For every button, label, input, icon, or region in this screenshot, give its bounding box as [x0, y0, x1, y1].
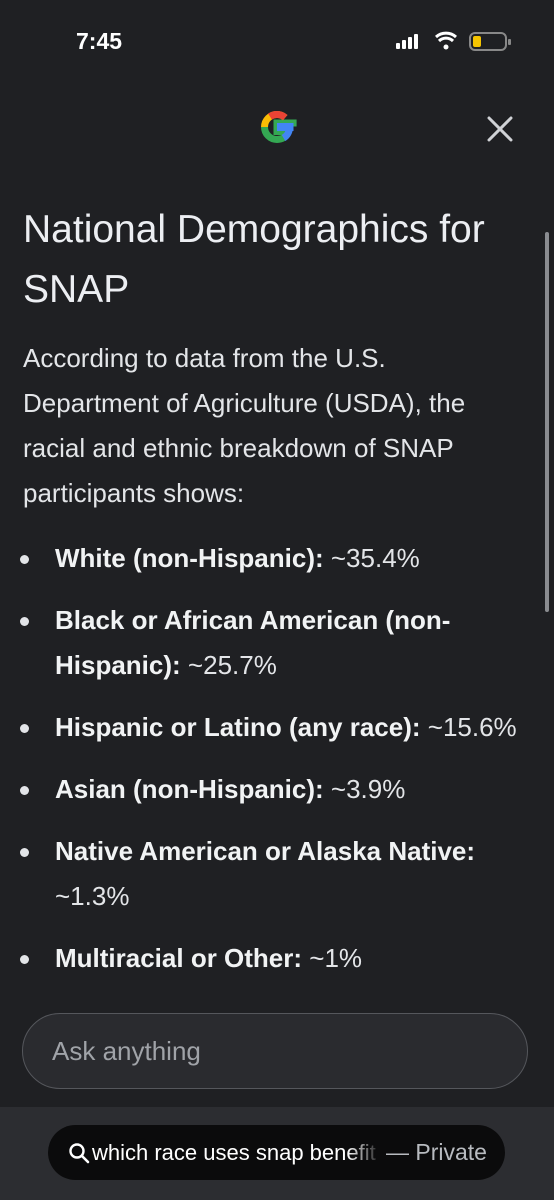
- status-time: 7:45: [76, 28, 123, 54]
- item-value: ~35.4%: [330, 543, 420, 573]
- close-button[interactable]: [486, 115, 514, 143]
- item-value: ~15.6%: [427, 712, 517, 742]
- item-label: Multiracial or Other:: [55, 943, 303, 973]
- list-item: Hispanic or Latino (any race): ~15.6%: [0, 705, 525, 750]
- list-item: Native American or Alaska Native: ~1.3%: [0, 829, 525, 919]
- heading: National Demographics for SNAP: [23, 208, 485, 311]
- item-label: Asian (non-Hispanic):: [55, 774, 324, 804]
- google-logo: [261, 110, 297, 144]
- item-value: ~1.3%: [55, 881, 130, 911]
- item-value: ~3.9%: [330, 774, 406, 804]
- item-label: Black or African American (non-Hispanic)…: [55, 605, 451, 680]
- input-placeholder: Ask anything: [52, 1036, 201, 1066]
- item-label: Native American or Alaska Native:: [55, 836, 476, 866]
- item-value: ~25.7%: [187, 650, 277, 680]
- item-label: Hispanic or Latino (any race):: [55, 712, 421, 742]
- private-label: — Private: [386, 1139, 487, 1165]
- intro-text: According to data from the U.S. Departme…: [23, 343, 466, 508]
- demographics-list: White (non-Hispanic): ~35.4% Black or Afr…: [0, 536, 554, 998]
- item-label: White (non-Hispanic):: [55, 543, 324, 573]
- list-item: Black or African American (non-Hispanic)…: [0, 598, 525, 688]
- list-item: Multiracial or Other: ~1%: [0, 936, 525, 981]
- status-icons: [396, 31, 511, 51]
- list-item: White (non-Hispanic): ~35.4%: [0, 536, 525, 581]
- search-icon: [69, 1143, 90, 1164]
- item-value: ~1%: [309, 943, 363, 973]
- search-pill[interactable]: which race uses snap benefit — Private: [48, 1125, 505, 1180]
- search-query: which race uses snap benefit: [92, 1140, 376, 1165]
- ask-input[interactable]: Ask anything: [22, 1013, 528, 1089]
- scrollbar: [545, 232, 549, 612]
- list-item: Asian (non-Hispanic): ~3.9%: [0, 767, 525, 812]
